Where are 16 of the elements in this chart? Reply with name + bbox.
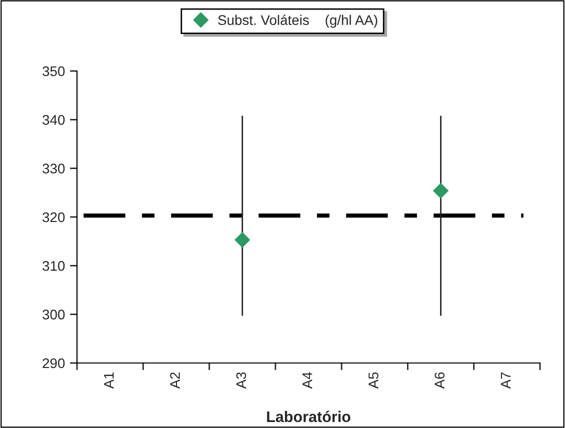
x-tick-label: A3 — [236, 372, 246, 389]
x-tick-label: A6 — [434, 372, 445, 389]
y-tick-label: 290 — [42, 358, 65, 368]
y-tick-label: 310 — [42, 261, 65, 271]
x-tick-label: A5 — [368, 372, 378, 389]
y-tick-label: 340 — [42, 115, 65, 125]
y-tick-label: 350 — [42, 66, 65, 76]
y-tick-label: 320 — [42, 212, 65, 222]
x-axis-title: Laboratório — [267, 410, 350, 422]
x-tick-label: A7 — [500, 372, 511, 389]
x-tick-label: A2 — [170, 372, 180, 389]
x-tick-label: A4 — [302, 372, 312, 389]
x-tick-label: A1 — [104, 372, 114, 389]
y-tick-label: 300 — [42, 310, 65, 320]
legend-label: Subst. Voláteis (g/hl AA) — [218, 14, 378, 28]
y-tick-label: 330 — [42, 164, 65, 174]
